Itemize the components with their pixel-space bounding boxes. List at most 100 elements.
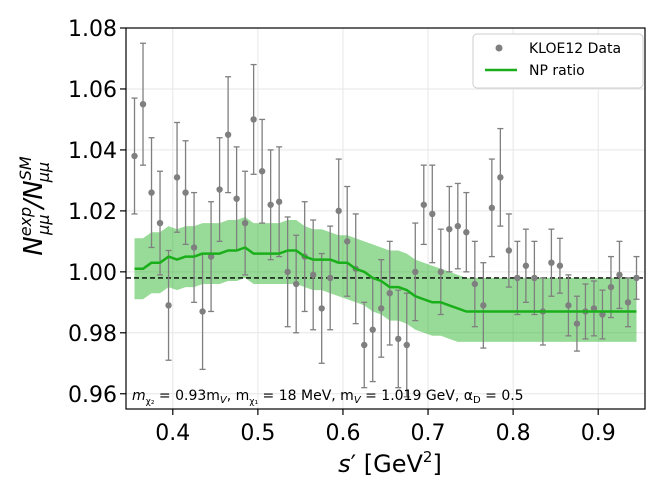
legend-marker-data: [495, 44, 503, 52]
np-band-area: [134, 217, 637, 342]
y-tick-label-2: 1.00: [68, 261, 117, 286]
data-point-50: [556, 262, 564, 269]
annot-chi2-eq: = 0.93m: [154, 388, 219, 404]
annot-mv-sub: V: [354, 395, 362, 406]
y-axis-label: Nexpμμ/NSMμμ: [16, 156, 53, 256]
data-point-51: [565, 302, 572, 309]
data-point-30: [386, 289, 393, 297]
errorbars: [131, 42, 640, 398]
data-point-29: [378, 305, 385, 312]
annot-chi1-eq: = 18 MeV, m: [258, 388, 354, 404]
data-point-9: [207, 253, 215, 260]
data-point-27: [361, 341, 368, 349]
data-point-4: [165, 302, 172, 309]
data-point-55: [599, 311, 606, 318]
annot-mv-eq: = 1.019 GeV, α: [361, 388, 473, 404]
data-point-6: [182, 189, 189, 196]
x-tick-label-0: 0.4: [155, 421, 190, 446]
data-point-31: [395, 335, 402, 343]
ylabel-main: N: [19, 236, 49, 255]
data-point-16: [267, 201, 274, 208]
data-point-14: [250, 116, 257, 123]
xlabel-unit-open: [GeV: [356, 450, 423, 478]
data-point-18: [284, 268, 291, 276]
annot-chi2-v: V: [220, 395, 228, 406]
annot-chi2-sub: χ₂: [146, 397, 155, 407]
data-point-22: [318, 305, 325, 312]
legend-label-np: NP ratio: [529, 63, 585, 79]
data-point-45: [514, 274, 521, 282]
data-point-15: [258, 168, 266, 175]
data-point-38: [454, 222, 462, 230]
legend: KLOE12 Data NP ratio: [472, 33, 644, 89]
data-point-46: [522, 262, 530, 269]
data-point-32: [403, 341, 410, 349]
ylabel-sup-num: exp: [16, 207, 35, 236]
legend-label-data: KLOE12 Data: [529, 41, 621, 57]
data-point-42: [488, 204, 496, 212]
xlabel-unit-sup: 2: [423, 448, 433, 466]
y-tick-label-3: 1.02: [68, 200, 117, 225]
y-tick-label-6: 1.08: [68, 17, 117, 42]
annot-chi1: , m: [227, 388, 250, 404]
x-tick-label-3: 0.7: [411, 421, 446, 446]
data-point-11: [224, 131, 232, 138]
data-point-1: [139, 101, 147, 108]
ylabel-sub-den: μμ: [34, 162, 53, 183]
ylabel-sup-den: SM: [16, 156, 35, 180]
np-band: [134, 217, 637, 342]
data-point-19: [292, 280, 300, 288]
y-tick-label-0: 0.96: [68, 383, 117, 408]
data-point-36: [437, 268, 445, 276]
annot-chi1-sub: χ₁: [249, 397, 258, 407]
data-point-59: [633, 274, 640, 282]
data-point-10: [216, 186, 223, 193]
data-point-0: [131, 152, 138, 160]
data-point-54: [590, 305, 598, 312]
data-point-24: [335, 207, 342, 215]
data-point-23: [326, 274, 334, 282]
xlabel-unit-close: ]: [432, 450, 441, 478]
x-ticks: 0.4 0.5 0.6 0.7 0.8 0.9: [155, 409, 616, 446]
x-tick-label-5: 0.9: [581, 421, 616, 446]
annot-m: m: [132, 388, 146, 404]
x-axis-label: s′ [GeV2]: [338, 448, 442, 478]
np-line: [134, 246, 637, 313]
annot-alpha-eq: = 0.5: [481, 388, 524, 404]
data-point-41: [480, 302, 487, 309]
data-point-8: [199, 308, 206, 315]
data-point-33: [412, 268, 419, 276]
y-tick-label-1: 0.98: [68, 322, 117, 347]
data-point-3: [156, 219, 164, 227]
annot-alpha-sub: D: [473, 395, 481, 406]
data-point-25: [344, 238, 351, 245]
ylabel-slash: /N: [19, 180, 49, 210]
data-point-39: [463, 229, 470, 236]
xlabel-prime: ′: [351, 450, 356, 478]
ylabel-sub-num: μμ: [34, 214, 53, 235]
x-tick-label-2: 0.6: [325, 421, 360, 446]
data-point-52: [573, 320, 581, 327]
data-point-43: [497, 174, 504, 181]
y-tick-label-5: 1.06: [68, 78, 117, 103]
data-point-7: [190, 244, 198, 251]
y-ticks: 0.96 0.98 1.00 1.02 1.04 1.06 1.08: [68, 17, 126, 408]
data-point-56: [607, 283, 615, 291]
data-point-44: [505, 247, 513, 254]
plot-frame: [125, 27, 646, 410]
data-point-12: [233, 195, 240, 202]
data-point-40: [471, 280, 479, 288]
data-point-13: [241, 219, 249, 227]
data-point-34: [420, 201, 427, 208]
data-point-37: [446, 225, 453, 233]
data-point-28: [369, 326, 376, 333]
x-tick-label-1: 0.5: [240, 421, 275, 446]
data-point-5: [173, 174, 181, 181]
np-line-group: [134, 246, 637, 313]
annotation: mχ₂ = 0.93mV, mχ₁ = 18 MeV, mV = 1.019 G…: [132, 388, 524, 407]
data-point-58: [624, 299, 632, 306]
data-point-47: [531, 274, 538, 282]
xlabel-main: s: [338, 450, 351, 478]
y-tick-label-4: 1.04: [68, 139, 117, 164]
